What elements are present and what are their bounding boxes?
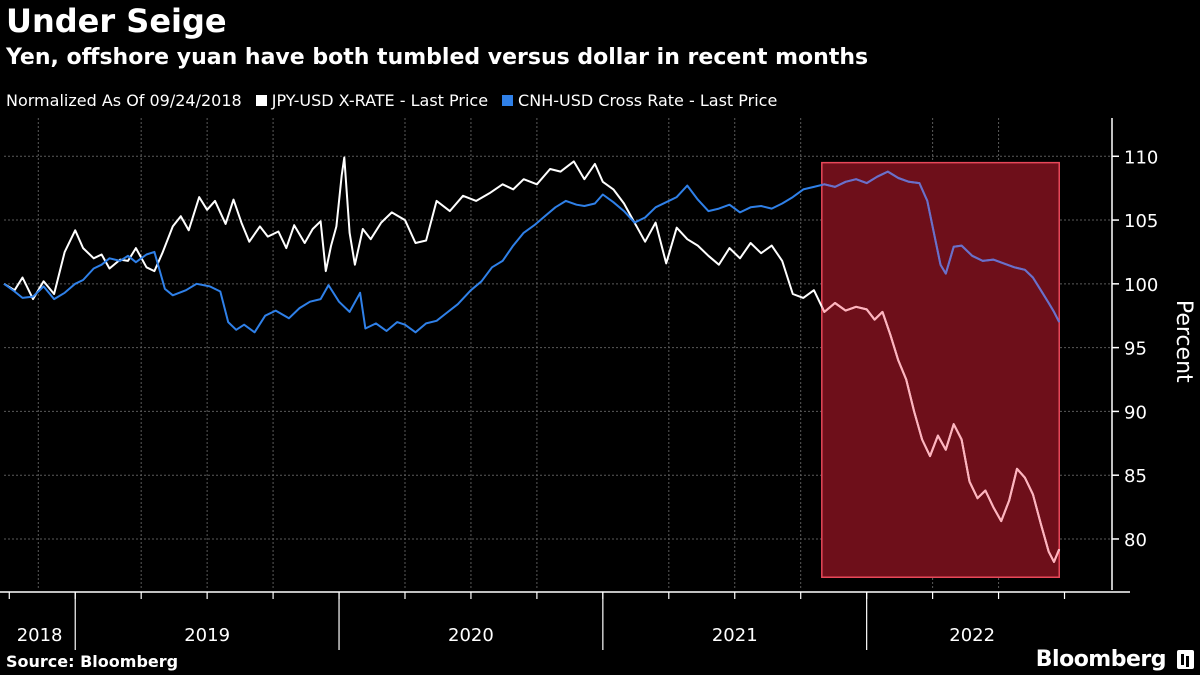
legend: Normalized As Of 09/24/2018 JPY-USD X-RA… — [6, 91, 791, 110]
gridlines — [4, 118, 1112, 590]
x-tick-label-2019: 2019 — [184, 625, 230, 646]
x-tick-label-2021: 2021 — [712, 625, 758, 646]
legend-label-cnh: CNH-USD Cross Rate - Last Price — [518, 91, 778, 110]
y-tick-label: 110 — [1124, 147, 1158, 168]
legend-swatch-cnh — [502, 95, 514, 106]
y-tick-label: 100 — [1124, 275, 1158, 296]
y-tick-label: 80 — [1124, 530, 1147, 551]
x-tick-label-2022: 2022 — [949, 625, 995, 646]
x-tick-label-2018: 2018 — [17, 625, 63, 646]
y-axis-label: Percent — [1171, 300, 1196, 383]
legend-item-jpy: JPY-USD X-RATE - Last Price — [255, 91, 489, 110]
y-tick-label: 90 — [1124, 402, 1147, 423]
terminal-icon — [1177, 650, 1194, 669]
series-line-cnh-highlighted — [821, 170, 1060, 323]
highlight-region — [821, 161, 1060, 578]
y-tick-label: 85 — [1124, 466, 1147, 487]
source-note: Source: Bloomberg — [6, 652, 179, 671]
legend-note: Normalized As Of 09/24/2018 — [6, 91, 242, 110]
legend-item-cnh: CNH-USD Cross Rate - Last Price — [502, 91, 777, 110]
y-tick-label: 105 — [1124, 211, 1158, 232]
chart-title: Under Seige — [6, 2, 227, 40]
series-line-jpy-highlighted — [821, 302, 1060, 563]
x-tick-label-2020: 2020 — [448, 625, 494, 646]
legend-label-jpy: JPY-USD X-RATE - Last Price — [271, 91, 489, 110]
chart-subtitle: Yen, offshore yuan have both tumbled ver… — [6, 45, 869, 70]
y-tick-label: 95 — [1124, 339, 1147, 360]
brand-logo: Bloomberg — [1035, 647, 1167, 672]
legend-swatch-jpy — [255, 95, 267, 106]
highlight-overlay-layer — [821, 170, 1060, 563]
axes: 80 85 90 95 100 105 110 2018 2019 2020 2021 2022 — [0, 118, 1158, 650]
